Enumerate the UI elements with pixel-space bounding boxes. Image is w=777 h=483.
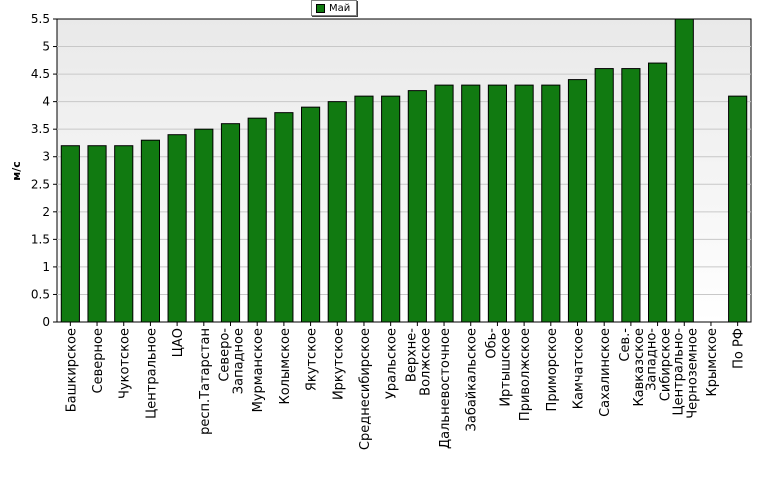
x-tick-label: Мурманское [251,328,266,412]
x-tick-label: Сахалинское [598,328,613,417]
x-tick-label: Северо- [218,328,233,382]
y-tick-label: 2 [42,205,50,219]
bar [621,68,641,323]
bar [407,90,427,323]
y-tick-label: 1 [42,260,50,274]
y-tick-label: 3.5 [31,122,50,136]
x-tick-label: Среднесибирское [358,328,373,450]
x-tick-label: Черноземное [685,328,700,419]
x-tick-label: Сибирское [659,328,674,401]
x-tick-label: Северное [91,328,106,393]
bar [354,95,374,323]
x-tick-label: Крымское [705,328,720,397]
y-axis: 0 0.5 1 1.5 2 2.5 3 3.5 4 4.5 5 5.5 [31,12,57,329]
y-tick-label: 4 [42,95,50,109]
x-tick-label: Уральское [385,328,400,399]
bar [567,79,588,323]
bar [594,68,614,323]
y-tick-label: 5 [42,40,50,54]
x-tick-label: Волжское [418,328,433,396]
plot-area [56,18,752,323]
x-axis: Башкирское Северное Чукотское Центральное ЦА… [64,322,747,450]
y-tick-label: 1.5 [31,232,50,246]
x-tick-label: респ.Татарстан [198,328,213,435]
x-tick-label: Западно- [645,328,660,391]
legend: Май [311,0,358,16]
bar [87,145,107,323]
x-tick-label: Кавказское [632,328,647,407]
bar [220,123,241,323]
x-tick-label: Центрально- [671,328,686,416]
x-tick-label: Чукотское [118,328,133,399]
y-tick-label: 0 [42,315,50,329]
x-tick-label: Иркутское [331,328,346,400]
bar [140,139,161,323]
y-tick-label: 4.5 [31,67,50,81]
x-tick-label: Якутское [305,328,320,391]
bar [167,134,187,323]
x-tick-label: Верхне- [404,328,419,382]
bar [728,95,748,323]
x-tick-label: Колымское [278,328,293,405]
x-tick-label: Центральное [144,328,159,419]
bar [461,84,481,323]
bar [194,128,214,323]
x-tick-label: Башкирское [64,328,79,412]
y-tick-label: 3 [42,150,50,164]
x-tick-label: Дальневосточное [438,328,453,449]
x-tick-label: Западное [232,328,247,394]
legend-swatch [316,3,325,13]
bar [327,101,347,323]
bar [247,117,267,323]
y-tick-label: 0.5 [31,287,50,301]
x-tick-label: Сев.- [618,328,633,362]
bar [114,145,134,323]
bar [674,18,694,323]
bar [381,95,401,323]
x-tick-label: По РФ [732,328,747,369]
x-tick-label: Забайкальское [465,328,480,431]
bar [487,84,508,323]
bar [434,84,454,323]
legend-label: Май [329,2,351,14]
x-tick-label: Иртышское [498,328,513,407]
x-tick-label: Приволжское [518,328,533,421]
bar [541,84,561,323]
bar [514,84,534,323]
bar [60,145,80,323]
y-tick-label: 2.5 [31,177,50,191]
bar [274,112,294,323]
x-tick-label: Обь- [484,328,499,359]
bars [60,18,748,323]
y-axis-label: м/с [10,161,23,181]
bar [648,62,668,323]
x-tick-label: Камчатское [572,328,587,409]
y-tick-label: 5.5 [31,12,50,26]
bar [301,106,321,323]
x-tick-label: Приморское [545,328,560,411]
x-tick-label: ЦАО [171,328,186,357]
